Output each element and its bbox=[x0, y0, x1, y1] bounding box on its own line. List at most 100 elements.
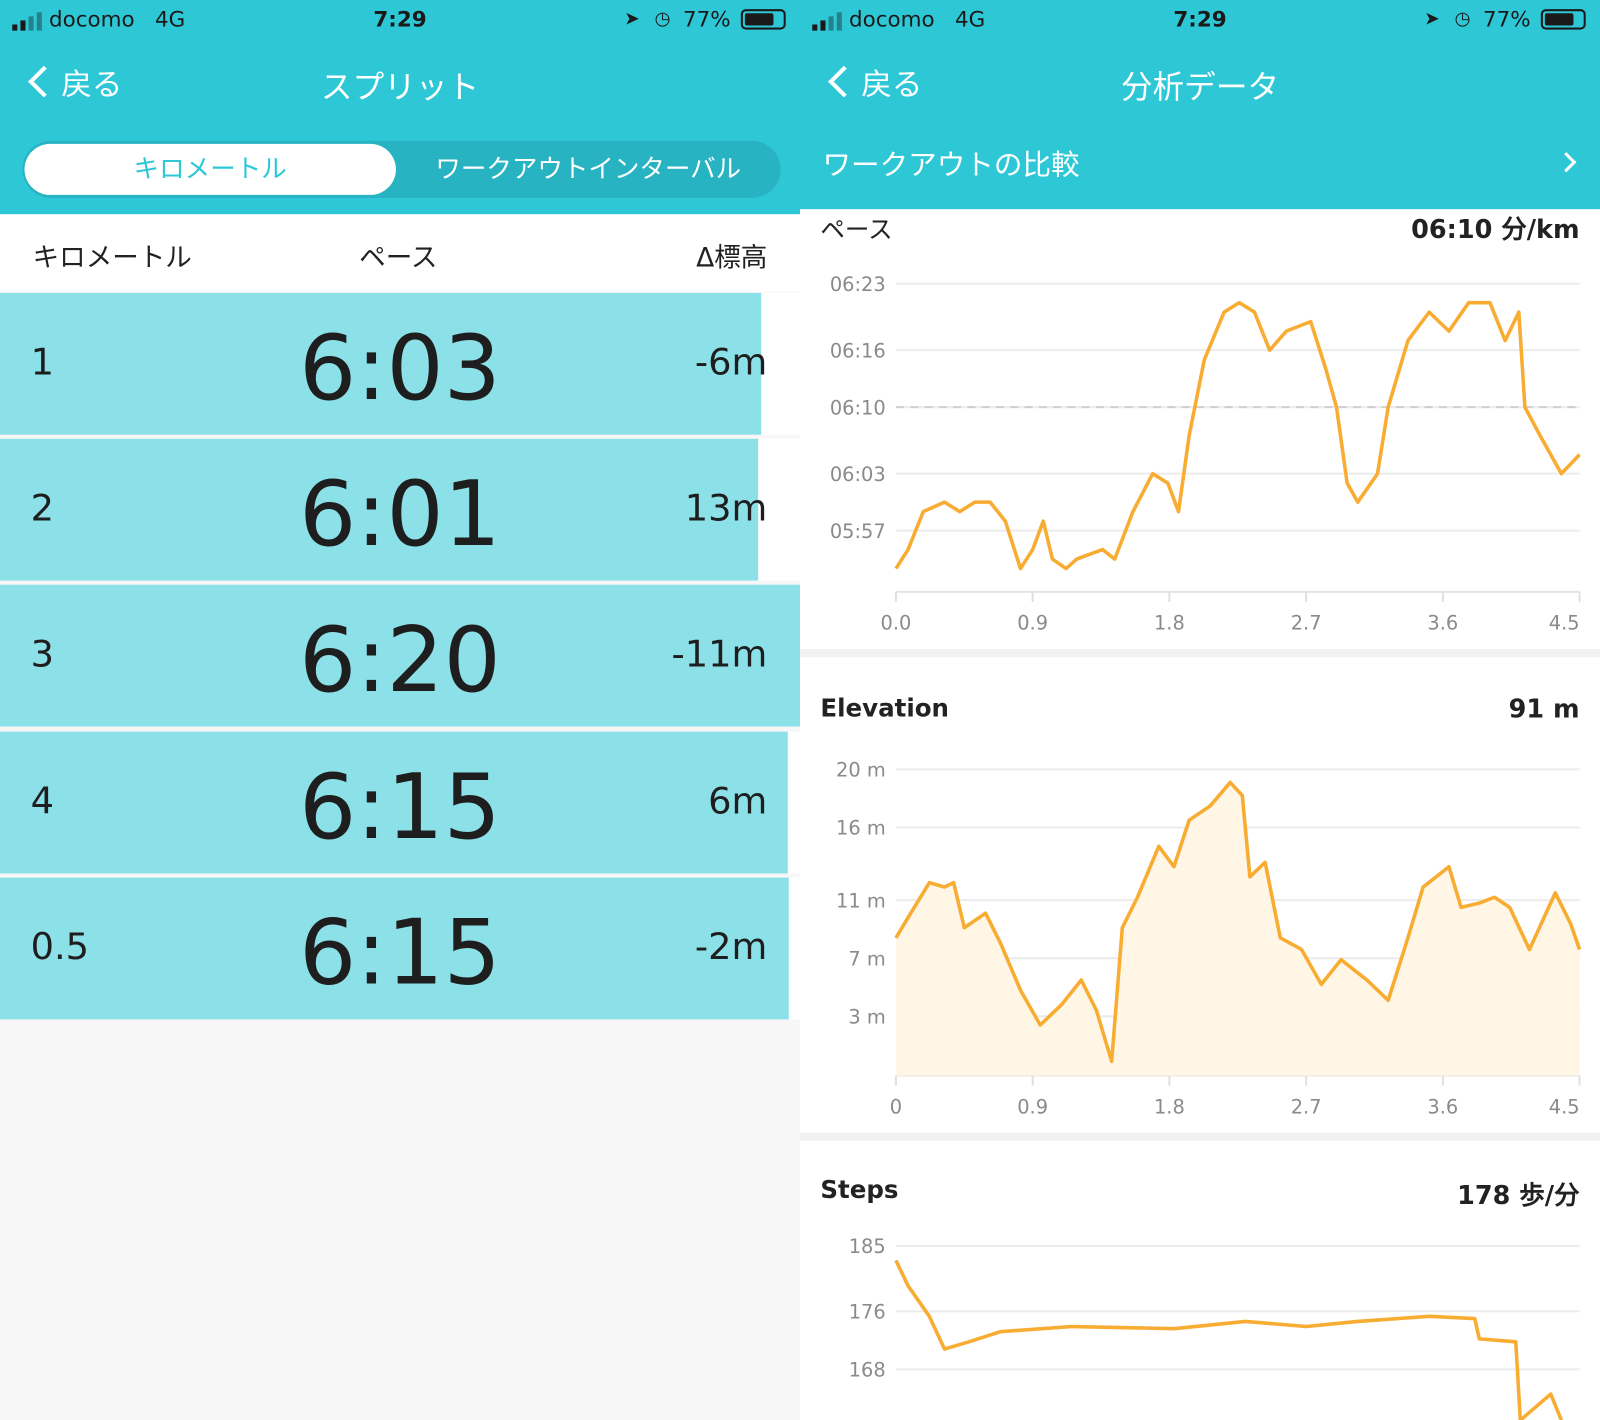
steps-chart-title: Steps bbox=[820, 1175, 899, 1205]
status-right: ➤ ◷ 77% bbox=[1422, 7, 1586, 32]
split-pace: 6:15 bbox=[299, 754, 501, 860]
split-pace: 6:20 bbox=[299, 607, 501, 713]
split-pace: 6:01 bbox=[299, 461, 501, 567]
divider bbox=[799, 648, 1600, 658]
header bbox=[799, 0, 1600, 210]
y-tick-label: 16 m bbox=[836, 817, 886, 840]
split-elevation: -11m bbox=[671, 633, 768, 676]
split-elevation: 13m bbox=[684, 487, 768, 530]
segmented-control: キロメートル ワークアウトインターバル bbox=[22, 140, 781, 198]
chevron-left-icon bbox=[28, 65, 60, 98]
alarm-icon: ◷ bbox=[1454, 8, 1471, 30]
split-pace: 6:15 bbox=[299, 899, 501, 1006]
alarm-icon: ◷ bbox=[654, 8, 671, 30]
pace-bar bbox=[0, 877, 789, 1020]
y-tick-label: 185 bbox=[849, 1235, 886, 1258]
elevation-chart-title: Elevation bbox=[820, 693, 949, 723]
clock: 7:29 bbox=[373, 7, 427, 32]
split-row[interactable]: 0.5 6:15 -2m bbox=[0, 877, 800, 1020]
compare-workouts-link[interactable]: ワークアウトの比較 bbox=[822, 147, 1080, 182]
clock: 7:29 bbox=[1173, 7, 1227, 32]
y-tick-label: 06:16 bbox=[830, 339, 886, 362]
analysis-screen: docomo 4G 7:29 ➤ ◷ 77% 戻る 分析データ ワークアウトの比… bbox=[799, 0, 1600, 1420]
status-bar: docomo 4G 7:29 ➤ ◷ 77% bbox=[0, 0, 800, 41]
split-km: 4 bbox=[30, 780, 54, 823]
series-line bbox=[894, 780, 1582, 1064]
x-tick-label: 4.5 bbox=[1549, 1095, 1580, 1118]
split-row[interactable]: 3 6:20 -11m bbox=[0, 584, 800, 727]
elevation-area bbox=[895, 782, 1580, 1076]
page-title: 分析データ bbox=[1120, 69, 1280, 107]
column-pace: ペース bbox=[359, 242, 438, 274]
pace-bar bbox=[0, 584, 800, 727]
carrier: docomo 4G bbox=[848, 7, 986, 32]
pace-chart-title: ペース bbox=[820, 215, 893, 244]
splits-screen: docomo 4G 7:29 ➤ ◷ 77% 戻る スプリット キロメートル ワ… bbox=[0, 0, 800, 1020]
y-tick-label: 11 m bbox=[836, 889, 886, 912]
location-arrow-icon: ➤ bbox=[1424, 8, 1440, 30]
back-label: 戻る bbox=[61, 67, 123, 104]
column-kilometer: キロメートル bbox=[32, 242, 192, 274]
battery-percent: 77% bbox=[682, 7, 731, 32]
split-elevation: 6m bbox=[708, 780, 768, 823]
divider bbox=[799, 1132, 1600, 1141]
signal-icon bbox=[812, 12, 842, 31]
battery-percent: 77% bbox=[1482, 7, 1531, 32]
x-tick-label: 1.8 bbox=[1154, 1095, 1185, 1118]
pace-chart: 06:23 06:16 06:10 06:03 05:57 0.0 0.9 1.8 2.7 3.6… bbox=[830, 273, 1581, 635]
y-tick-label: 168 bbox=[849, 1359, 886, 1382]
carrier: docomo 4G bbox=[48, 7, 186, 32]
x-tick-label: 2.7 bbox=[1291, 612, 1322, 635]
location-arrow-icon: ➤ bbox=[624, 8, 640, 30]
y-tick-label: 06:23 bbox=[830, 273, 886, 296]
battery-icon bbox=[740, 9, 786, 30]
split-elevation: -2m bbox=[694, 926, 768, 969]
split-km: 2 bbox=[30, 487, 54, 530]
x-tick-label: 0.9 bbox=[1017, 1095, 1048, 1118]
series-line bbox=[894, 1259, 1564, 1420]
table-header: キロメートル ペース Δ標高 bbox=[0, 214, 800, 292]
split-row[interactable]: 1 6:03 -6m bbox=[0, 292, 800, 435]
x-tick-label: 4.5 bbox=[1549, 612, 1580, 635]
split-km: 3 bbox=[30, 633, 54, 676]
split-row[interactable]: 2 6:01 13m bbox=[0, 438, 800, 581]
y-tick-label: 06:10 bbox=[830, 396, 886, 419]
back-label: 戻る bbox=[861, 67, 923, 104]
pace-bar bbox=[0, 438, 759, 581]
y-tick-label: 3 m bbox=[848, 1005, 885, 1028]
steps-summary: 178 歩/分 bbox=[1457, 1180, 1580, 1211]
split-km: 1 bbox=[30, 341, 54, 384]
pace-bar bbox=[0, 731, 788, 874]
split-km: 0.5 bbox=[30, 926, 90, 969]
split-row[interactable]: 4 6:15 6m bbox=[0, 731, 800, 874]
x-tick-label: 0 bbox=[890, 1095, 902, 1118]
x-tick-label: 2.7 bbox=[1291, 1095, 1322, 1118]
y-tick-label: 20 m bbox=[836, 759, 886, 782]
split-pace: 6:03 bbox=[299, 315, 501, 421]
pace-bar bbox=[0, 292, 762, 435]
y-tick-label: 7 m bbox=[848, 947, 885, 970]
y-tick-label: 176 bbox=[849, 1300, 886, 1323]
x-tick-label: 1.8 bbox=[1154, 612, 1185, 635]
back-button[interactable]: 戻る bbox=[22, 59, 122, 104]
x-tick-label: 0.9 bbox=[1017, 612, 1048, 635]
segment-kilometer[interactable]: キロメートル bbox=[24, 143, 396, 195]
back-button[interactable]: 戻る bbox=[822, 59, 922, 104]
pace-summary: 06:10 分/km bbox=[1411, 214, 1580, 244]
y-tick-label: 05:57 bbox=[830, 520, 886, 543]
x-tick-label: 3.6 bbox=[1427, 612, 1458, 635]
page-title: スプリット bbox=[320, 69, 480, 107]
elevation-summary: 91 m bbox=[1508, 693, 1580, 724]
segment-workout-interval[interactable]: ワークアウトインターバル bbox=[435, 154, 742, 184]
elevation-chart: 20 m 16 m 11 m 7 m 3 m 0 0.9 1.8 2.7 3.6 4.5 bbox=[836, 759, 1582, 1118]
status-right: ➤ ◷ 77% bbox=[622, 7, 786, 32]
steps-chart: 185 176 168 bbox=[849, 1235, 1580, 1420]
signal-icon bbox=[12, 12, 42, 31]
x-tick-label: 3.6 bbox=[1427, 1095, 1458, 1118]
y-tick-label: 06:03 bbox=[830, 463, 886, 486]
status-bar: docomo 4G 7:29 ➤ ◷ 77% bbox=[800, 0, 1600, 41]
split-elevation: -6m bbox=[694, 341, 768, 384]
x-tick-label: 0.0 bbox=[881, 612, 912, 635]
series-line bbox=[894, 300, 1581, 571]
column-elevation: Δ標高 bbox=[696, 242, 768, 274]
